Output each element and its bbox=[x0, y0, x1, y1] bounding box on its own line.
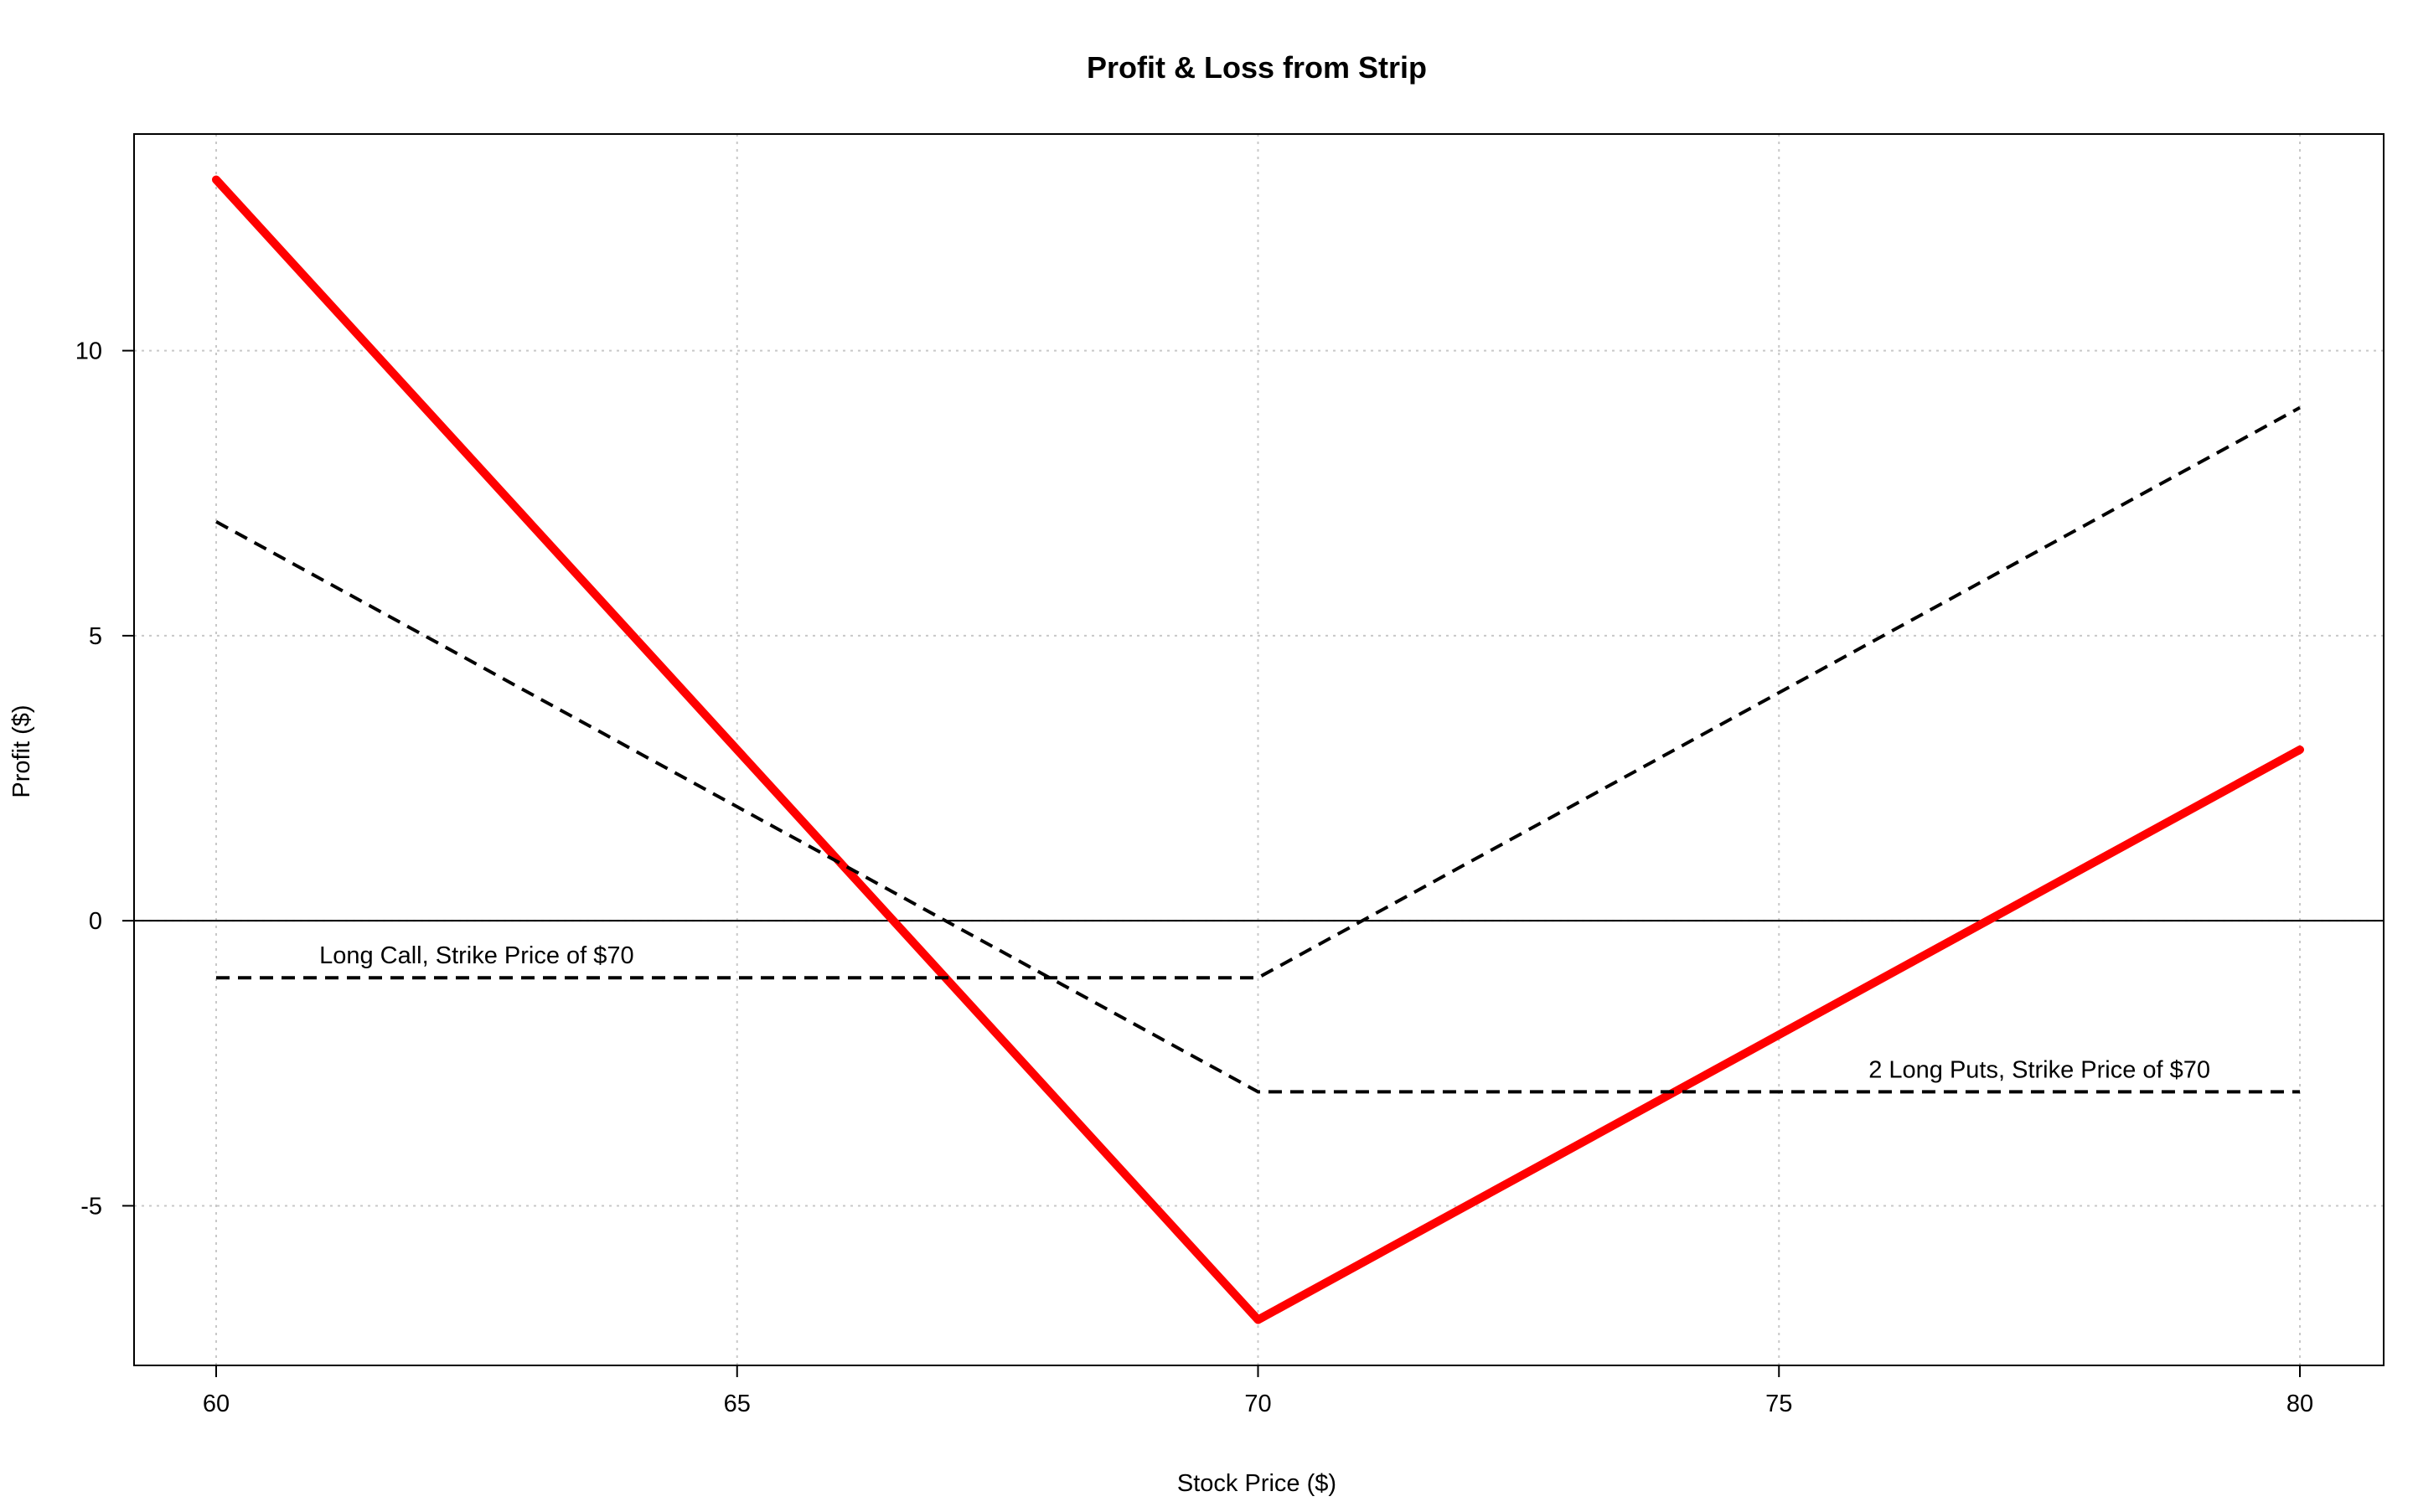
strip-pnl-line bbox=[212, 175, 2304, 1324]
dashed-series-line-2 bbox=[215, 520, 2300, 1094]
x-axis: 60 65 70 75 80 bbox=[203, 1365, 2313, 1417]
annotations: Long Call, Strike Price of $70 2 Long Put… bbox=[319, 942, 2210, 1083]
series-layer bbox=[212, 175, 2304, 1324]
y-tick-label: -5 bbox=[80, 1193, 102, 1220]
grid bbox=[134, 134, 2384, 1365]
annotation-label-0: Long Call, Strike Price of $70 bbox=[319, 942, 634, 969]
x-tick-label: 80 bbox=[2286, 1391, 2313, 1417]
dashed-series-line-1 bbox=[216, 405, 2301, 980]
x-tick-label: 65 bbox=[724, 1391, 751, 1417]
x-tick-label: 75 bbox=[1765, 1391, 1792, 1417]
annotation-label-1: 2 Long Puts, Strike Price of $70 bbox=[1868, 1056, 2210, 1083]
x-axis-label: Stock Price ($) bbox=[1177, 1470, 1336, 1497]
y-tick-label: 5 bbox=[89, 623, 102, 650]
y-axis-label: Profit ($) bbox=[8, 704, 35, 797]
y-tick-label: 0 bbox=[89, 908, 102, 935]
x-tick-label: 70 bbox=[1244, 1391, 1271, 1417]
y-axis: -5 0 5 10 bbox=[75, 338, 134, 1220]
x-tick-label: 60 bbox=[203, 1391, 230, 1417]
y-tick-label: 10 bbox=[75, 338, 102, 365]
plot-frame bbox=[133, 133, 2385, 1366]
chart-title: Profit & Loss from Strip bbox=[1087, 50, 1427, 85]
